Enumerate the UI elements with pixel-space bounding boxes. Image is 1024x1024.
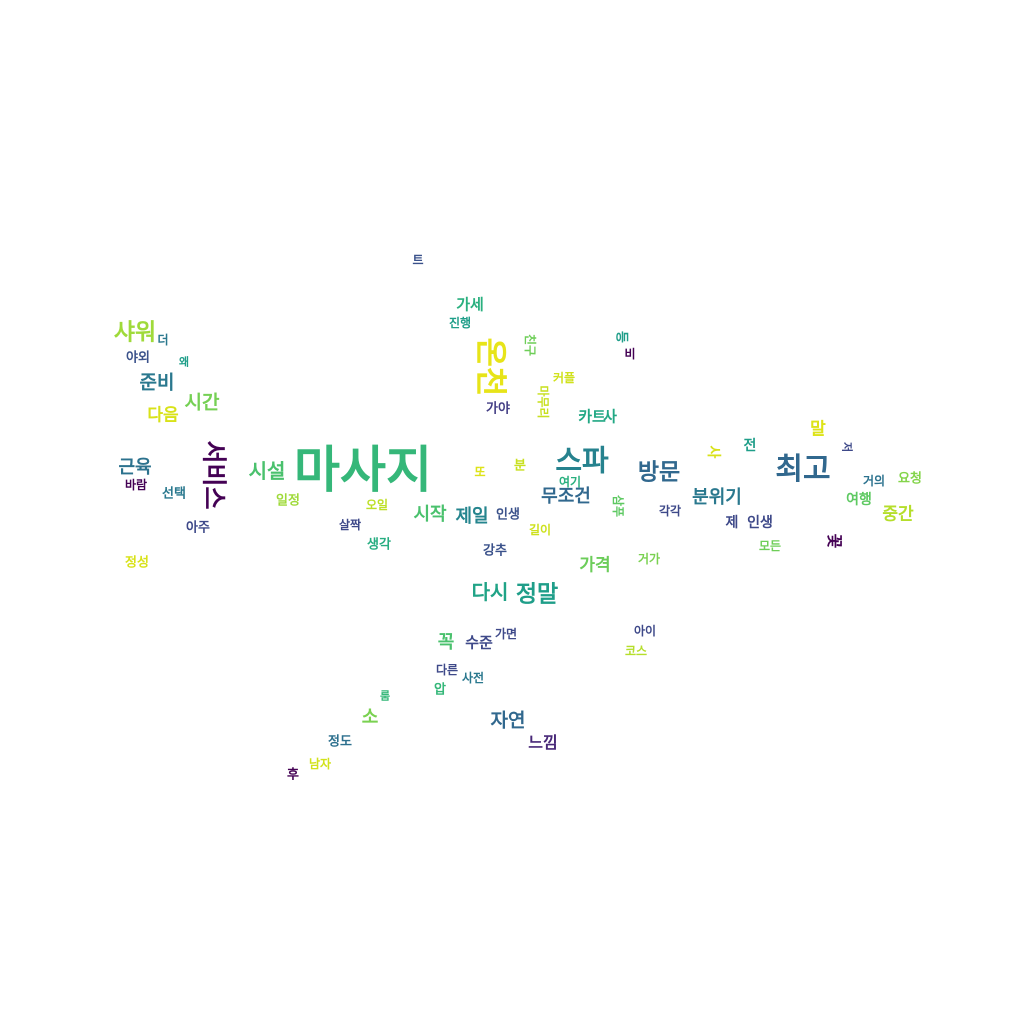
cloud-word: 분위기 [692,487,742,508]
cloud-word: 자연 [490,709,526,732]
cloud-word: 서비스 [199,440,229,510]
cloud-word: 바람 [124,478,148,492]
cloud-word: 느낌 [528,733,558,752]
cloud-word: 인생 [496,507,520,523]
cloud-word: 또 [474,465,486,479]
cloud-word: 트 [412,253,424,267]
cloud-word: 살짝 [338,518,362,532]
cloud-word: 야외 [126,350,150,366]
cloud-word: 가야 [486,401,510,417]
cloud-word: 무조건 [541,486,591,507]
cloud-word: 시설 [248,459,286,483]
cloud-word: 다른 [435,663,459,677]
cloud-word: 카트 [578,407,606,426]
cloud-word: 각각 [658,504,682,518]
cloud-word: 왜 [178,355,190,369]
cloud-word: 길이 [528,523,552,537]
cloud-word: 정말 [515,581,559,608]
cloud-word: 분 [514,458,526,474]
cloud-word: 생각 [367,537,391,553]
cloud-word: 시작 [413,504,447,525]
cloud-word: 친구 [523,333,537,357]
cloud-word: 후 [287,767,299,783]
cloud-word: 스파 [555,443,609,478]
cloud-word: 사 [603,407,617,426]
cloud-word: 삼푸 [611,494,625,518]
cloud-word: 거의 [862,474,886,488]
cloud-word: 더 [157,333,169,347]
cloud-word: 사전 [461,671,485,685]
cloud-word: 소 [361,707,379,728]
cloud-word: 등 [613,331,629,343]
cloud-word: 아주 [186,520,210,536]
cloud-word: 온천 [472,337,510,397]
cloud-word: 인생 [747,515,773,531]
cloud-word: 가세 [456,295,484,314]
cloud-word: 제 [725,515,739,531]
cloud-word: 남자 [308,757,332,771]
cloud-word: 저 [840,441,854,453]
cloud-word: 준비 [139,371,175,394]
cloud-word: 다음 [147,405,179,426]
cloud-word: 꼭 [437,632,455,653]
cloud-word: 모든 [758,539,782,553]
cloud-word: 비 [624,347,636,361]
cloud-word: 압 [434,682,446,698]
cloud-word: 정도 [328,734,352,750]
cloud-word: 방문 [637,459,681,486]
cloud-word: 마사지 [294,441,432,499]
cloud-word: 다시 [471,580,509,604]
cloud-word: 여기 [558,475,582,489]
cloud-word: 사 [705,445,721,459]
cloud-word: 샤워 [113,319,157,346]
cloud-word: 근육 [118,457,152,478]
cloud-word: 코스 [624,644,648,658]
cloud-word: 수준 [465,633,493,652]
cloud-word: 일정 [276,493,300,509]
cloud-word: 거가 [637,552,661,566]
cloud-word: 중간 [882,504,914,525]
cloud-word: 아이 [633,624,657,638]
cloud-word: 오일 [365,498,389,512]
cloud-word: 가격 [579,555,611,576]
cloud-word: 선택 [162,486,186,502]
cloud-word: 제일 [455,506,489,527]
cloud-word: 전 [743,438,757,454]
cloud-word: 최고 [775,452,831,487]
cloud-word: 커플 [552,371,576,385]
cloud-word: 마무리 [536,385,550,419]
cloud-word: 시간 [184,391,220,414]
cloud-word: 가면 [494,627,518,641]
cloud-word: 진행 [448,316,472,330]
cloud-word: 요청 [898,471,922,487]
cloud-word: 강추 [483,543,507,559]
cloud-word: 정성 [125,555,149,571]
cloud-word: 꽃 [825,533,844,549]
cloud-word: 말 [810,419,826,440]
cloud-word: 여행 [846,492,872,508]
cloud-word: 룸 [379,689,391,703]
